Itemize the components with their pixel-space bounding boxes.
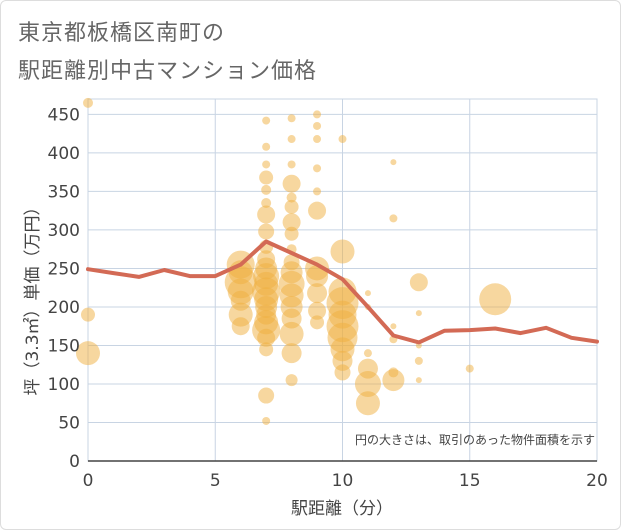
bubble-point-40 — [284, 226, 299, 241]
y-tick-label-1: 50 — [58, 413, 80, 433]
x-tick-label-1: 5 — [210, 471, 221, 491]
bubble-point-35 — [287, 160, 296, 169]
bubble-point-88 — [415, 377, 422, 384]
bubble-point-58 — [306, 265, 329, 288]
bubble-point-37 — [286, 192, 297, 203]
bubble-point-49 — [281, 343, 302, 364]
bubble-point-9 — [231, 317, 250, 336]
bubble-point-53 — [313, 135, 322, 144]
chart-title-line1: 東京都板橋区南町の — [18, 21, 226, 46]
bubble-point-72 — [364, 290, 371, 297]
x-axis-ticks: 0 5 10 15 20 — [83, 471, 608, 491]
bubble-layer — [76, 97, 512, 425]
size-legend-note: 円の大きさは、取引のあった物件面積を示す — [355, 432, 595, 447]
bubble-point-60 — [308, 301, 327, 320]
trend-line-layer — [86, 239, 599, 345]
bubble-point-38 — [284, 199, 299, 214]
bubble-point-16 — [257, 205, 276, 224]
bubble-point-34 — [287, 135, 296, 144]
bubble-point-31 — [258, 387, 275, 404]
chart-title-line2: 駅距離別中古マンション価格 — [18, 59, 318, 84]
bubble-point-71 — [334, 364, 351, 381]
bubble-point-78 — [390, 159, 397, 166]
bubble-point-56 — [308, 201, 327, 220]
bubble-point-0 — [83, 97, 93, 108]
bubble-point-70 — [332, 350, 353, 371]
bubble-point-48 — [279, 321, 304, 346]
y-tick-label-4: 200 — [48, 298, 80, 318]
y-tick-label-2: 100 — [48, 375, 80, 395]
bubble-point-17 — [258, 223, 275, 240]
bubble-point-89 — [465, 364, 474, 373]
y-tick-label-5: 250 — [48, 259, 80, 279]
bubble-point-15 — [261, 197, 272, 208]
bubble-point-79 — [389, 214, 398, 223]
bubble-point-33 — [287, 114, 296, 123]
bubble-point-1 — [81, 307, 95, 322]
bubble-point-36 — [282, 174, 301, 193]
bubble-point-87 — [414, 356, 423, 365]
y-tick-label-6: 300 — [48, 221, 80, 241]
bubble-point-14 — [261, 184, 272, 195]
bubble-point-30 — [259, 342, 274, 357]
y-tick-label-7: 350 — [48, 182, 80, 202]
bubble-point-74 — [363, 349, 372, 358]
bubble-point-39 — [282, 213, 301, 232]
bubble-point-59 — [307, 283, 328, 304]
bubble-point-32 — [262, 416, 271, 425]
x-tick-label-3: 15 — [459, 471, 481, 491]
bubble-point-13 — [259, 170, 274, 185]
bubble-point-52 — [313, 121, 322, 130]
y-axis-label: 坪（3.3㎡）単価（万円） — [23, 198, 43, 395]
bubble-point-2 — [76, 341, 100, 366]
bubble-point-29 — [257, 328, 276, 347]
bubble-point-12 — [262, 160, 271, 169]
bubble-point-85 — [415, 310, 422, 317]
bubble-point-77 — [355, 391, 380, 416]
bubble-point-55 — [313, 187, 322, 196]
bubble-point-84 — [409, 273, 428, 292]
bubble-point-54 — [313, 164, 322, 173]
y-tick-label-0: 0 — [69, 452, 80, 472]
bubble-point-11 — [262, 142, 271, 151]
bubble-point-83 — [382, 369, 405, 392]
x-tick-label-0: 0 — [83, 471, 94, 491]
bubble-point-61 — [310, 315, 325, 330]
bubble-point-63 — [330, 239, 355, 264]
bubble-point-90 — [479, 283, 512, 316]
y-tick-label-8: 400 — [48, 144, 80, 164]
x-tick-label-4: 20 — [586, 471, 608, 491]
bubble-point-50 — [285, 374, 298, 387]
bubble-point-10 — [262, 116, 271, 125]
bubble-point-80 — [390, 323, 397, 330]
y-tick-label-3: 150 — [48, 336, 80, 356]
y-tick-label-9: 450 — [48, 105, 80, 125]
plot-frame — [87, 98, 598, 462]
average-price-line-0 — [86, 239, 599, 345]
x-axis-label: 駅距離（分） — [291, 499, 393, 519]
bubble-point-76 — [354, 370, 381, 397]
bubble-point-62 — [338, 135, 347, 144]
bubble-point-51 — [313, 110, 322, 119]
y-axis-ticks: 0 50 100 150 200 250 300 350 400 450 — [48, 105, 80, 472]
x-tick-label-2: 10 — [332, 471, 354, 491]
